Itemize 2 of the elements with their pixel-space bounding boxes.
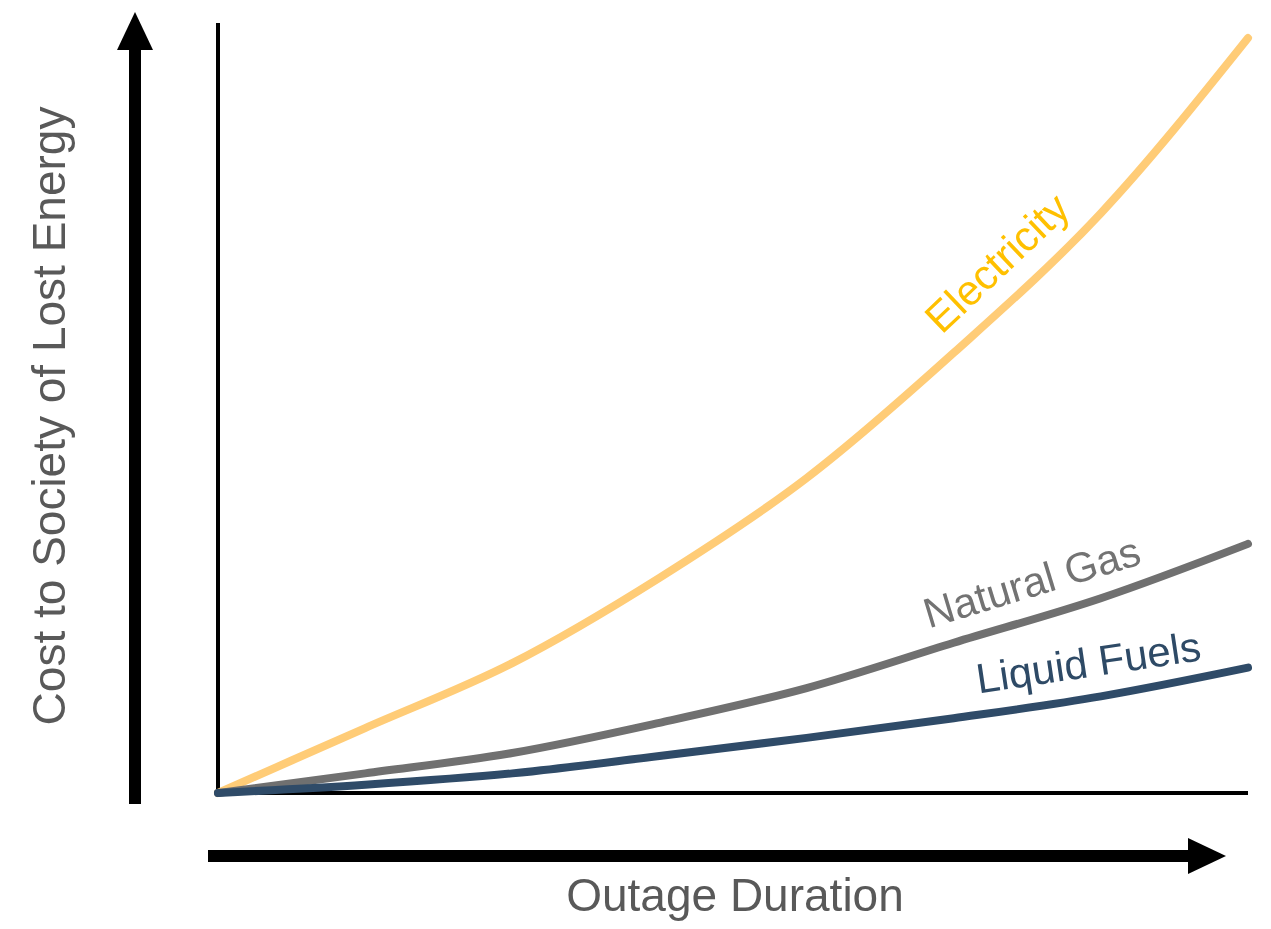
- x-axis-title: Outage Duration: [566, 869, 904, 921]
- y-axis-title: Cost to Society of Lost Energy: [23, 106, 75, 726]
